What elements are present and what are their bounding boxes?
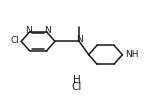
Text: Cl: Cl [10,36,19,45]
Text: N: N [76,35,83,44]
Text: N: N [26,26,32,35]
Text: N: N [44,26,51,35]
Text: Cl: Cl [72,82,82,92]
Text: H: H [73,75,81,85]
Text: NH: NH [125,50,139,59]
